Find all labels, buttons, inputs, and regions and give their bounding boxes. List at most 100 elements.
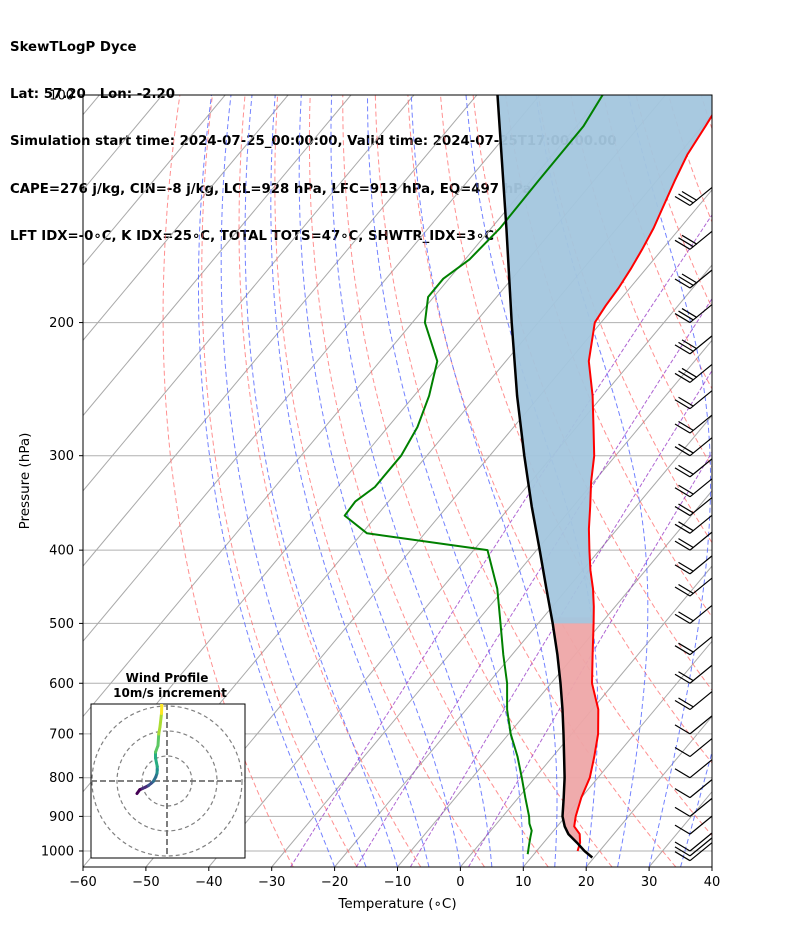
wind-barb [674,555,713,575]
dry-adiabat-line [766,95,794,867]
barb-flag [674,446,691,457]
moist-adiabat-line [535,95,649,867]
wind-barb [674,604,713,624]
isotherm-line [83,95,478,567]
barb-flag [678,561,694,572]
barb-flag [678,443,694,454]
dry-adiabat-line [238,95,422,867]
barb-flag [681,190,698,201]
wind-barb [674,363,713,383]
moist-adiabat-line [270,95,430,867]
wind-barb [674,636,713,656]
barb-flag [674,344,691,355]
wind-profile-title: Wind Profile [126,671,209,685]
wind-barb [674,837,713,857]
barb-flag [674,195,691,206]
barb-flag [681,367,698,378]
x-tick-label: −50 [132,875,159,890]
moist-adiabat-line [367,95,524,867]
y-axis-label: Pressure (hPa) [17,433,33,530]
barb-flag [678,584,694,595]
barb-flag [674,423,691,434]
isotherm-line [711,866,712,867]
wind-barb [674,514,713,534]
barb-flag [674,824,691,835]
y-tick-label: 500 [49,617,74,632]
barb-flag [674,313,691,324]
isotherm-line [83,95,226,266]
barb-shaft [689,837,713,857]
dry-adiabat-line [201,95,358,867]
wind-barb [674,691,713,711]
y-tick-label: 800 [49,771,74,786]
x-tick-label: 0 [456,875,464,890]
wind-barb [674,437,713,457]
x-tick-label: −10 [384,875,411,890]
isotherm-line [397,490,712,867]
barb-flag [674,399,691,410]
y-tick-label: 400 [49,544,74,559]
wind-profile-inset [90,703,246,859]
moist-adiabat-line [198,95,336,867]
x-tick-label: 30 [641,875,658,890]
index-values-text: LFT IDX=-0∘C, K IDX=25∘C, TOTAL TOTS=47∘… [10,229,495,245]
barb-flag [674,841,691,852]
isotherm-line [585,715,712,867]
x-tick-label: −60 [69,875,96,890]
wind-barb [674,458,713,478]
wind-barb [674,842,713,862]
barb-flag [678,396,694,407]
wind-barb [674,577,713,597]
barb-flag [678,310,694,321]
wind-barb [674,335,713,355]
barb-flag [681,273,698,284]
background-lines [83,95,794,867]
isotherm-line [271,339,712,867]
barb-flag [678,642,694,653]
barb-flag [678,611,694,622]
y-tick-label: 100 [49,89,74,104]
barb-flag [678,464,694,475]
dry-adiabat-line [537,95,712,544]
dry-adiabat-line [570,95,712,468]
barb-flag [674,523,691,534]
barb-flag [674,540,691,551]
wind-barb [674,531,713,551]
y-tick-label: 600 [49,677,74,692]
x-tick-label: 10 [515,875,532,890]
wind-barbs [674,187,713,862]
isotherm-line [334,414,712,867]
barb-flag [674,564,691,575]
dry-adiabat-line [308,95,549,867]
cape-cin-fill [497,95,712,845]
wind-barb [674,779,713,799]
isotherm-line [83,95,603,718]
dry-adiabat-line [274,95,485,867]
moist-adiabat-line [298,95,461,867]
isotherm-line [648,790,712,867]
profile-lines [343,95,712,859]
barb-flag [674,506,691,517]
moist-adiabat-line [410,95,558,867]
barb-flag [681,308,698,319]
wind-barb [674,230,713,250]
barb-shaft [689,779,713,799]
barb-flag [678,697,694,708]
isotherm-line [83,95,289,342]
y-tick-label: 700 [49,727,74,742]
wind-barb [674,759,713,779]
barb-shaft [689,842,713,862]
isotherm-line [208,264,712,867]
mixing-ratio-line [355,297,712,867]
dewpoint-line [343,95,604,855]
hodograph-segment [158,712,163,729]
barb-flag [674,846,691,857]
barb-flag [674,806,691,817]
dry-adiabat-line [668,95,712,224]
wind-barb [674,738,713,758]
dry-adiabat-line [374,95,677,867]
barb-flag [678,341,694,352]
barb-flag [678,370,694,381]
dry-adiabat-line [700,95,712,131]
barb-flag [674,613,691,624]
